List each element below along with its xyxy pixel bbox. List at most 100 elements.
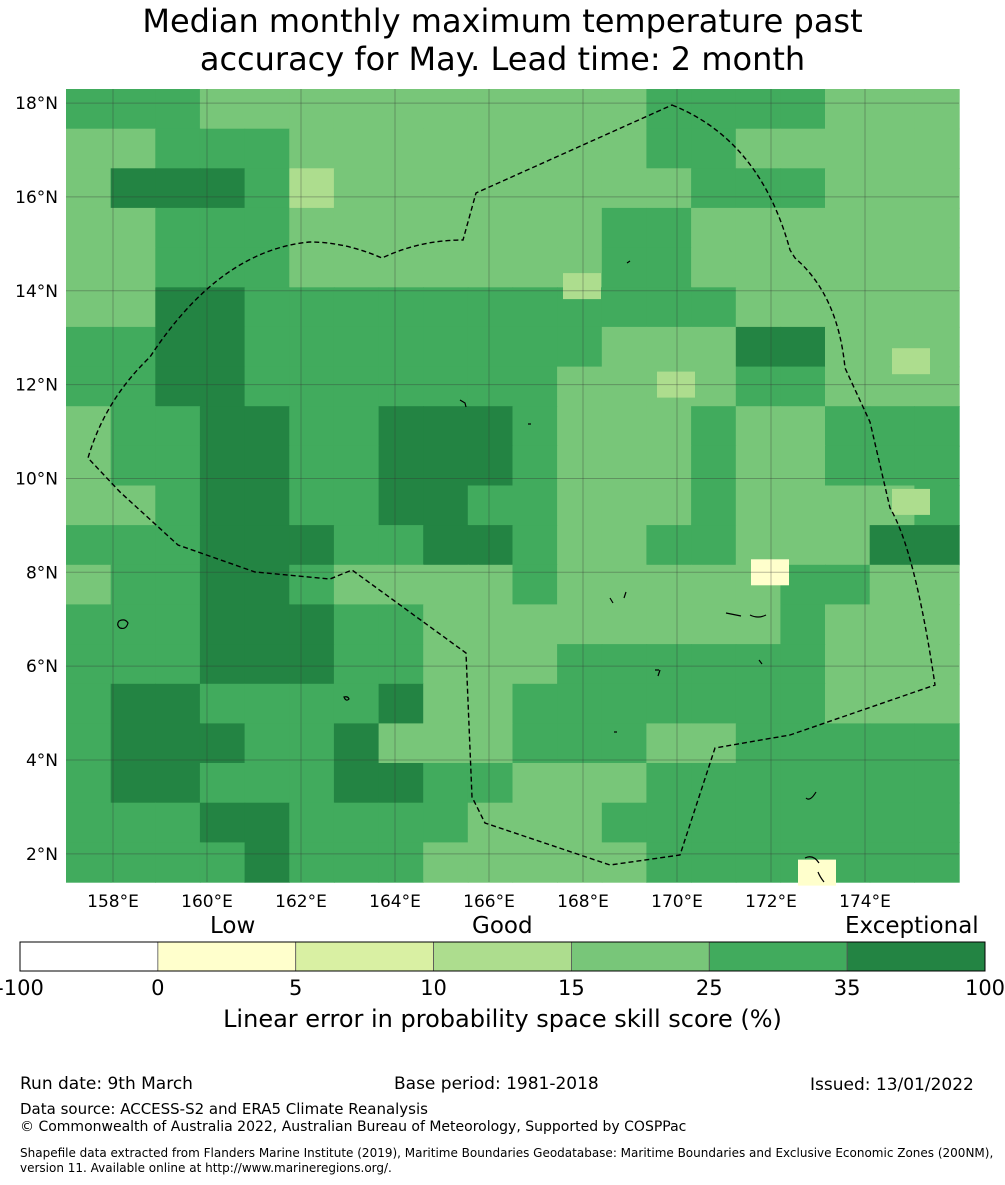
grid-cell xyxy=(378,683,424,725)
grid-cell xyxy=(467,128,514,169)
grid-cell xyxy=(155,802,201,843)
data-source: Data source: ACCESS-S2 and ERA5 Climate … xyxy=(20,1100,428,1118)
grid-cell-highlight xyxy=(751,559,789,586)
grid-cell xyxy=(155,842,201,883)
grid-cell xyxy=(646,247,692,288)
grid-cell xyxy=(333,287,380,328)
grid-cell xyxy=(244,287,290,328)
grid-cell xyxy=(825,128,871,169)
grid-cell xyxy=(914,168,960,209)
grid-cell xyxy=(646,485,692,526)
grid-cell xyxy=(601,485,648,526)
grid-cell xyxy=(423,406,469,447)
grid-cell xyxy=(378,644,424,685)
colorbar-tick-label: 10 xyxy=(420,976,447,1000)
latitude-tick-label: 2°N xyxy=(26,845,58,865)
grid-cell xyxy=(110,564,156,606)
grid-cell xyxy=(512,406,558,447)
grid-cell xyxy=(199,168,246,209)
grid-cell xyxy=(199,564,246,606)
grid-cell xyxy=(378,525,424,566)
colorbar-segment xyxy=(708,941,848,972)
grid-cell xyxy=(66,763,112,804)
grid-cell xyxy=(110,326,156,368)
grid-cell xyxy=(869,287,915,328)
grid-cell xyxy=(825,485,871,526)
grid-cell xyxy=(378,406,424,447)
grid-cell xyxy=(423,723,469,764)
grid-cell xyxy=(869,842,915,883)
grid-cell-highlight xyxy=(892,488,930,515)
grid-cell xyxy=(378,326,424,368)
grid-cell xyxy=(914,445,960,487)
grid-cell-highlight xyxy=(657,371,695,398)
grid-cell xyxy=(646,128,692,169)
grid-cell-highlight xyxy=(798,859,836,886)
grid-cell xyxy=(467,763,514,804)
grid-cell xyxy=(735,842,782,883)
longitude-tick-label: 174°E xyxy=(839,892,891,912)
grid-cell xyxy=(512,287,558,328)
grid-cell xyxy=(646,604,692,645)
grid-cell xyxy=(780,525,826,566)
grid-cell xyxy=(110,89,156,130)
grid-cell xyxy=(646,168,692,209)
grid-cell xyxy=(780,128,826,169)
grid-cell xyxy=(780,326,826,368)
grid-cell xyxy=(601,168,648,209)
grid-cell xyxy=(646,525,692,566)
grid-cell xyxy=(378,802,424,843)
grid-cell xyxy=(735,287,782,328)
grid-cell xyxy=(66,89,112,130)
copyright: © Commonwealth of Australia 2022, Austra… xyxy=(20,1119,687,1135)
grid-cell xyxy=(244,89,290,130)
grid-cell xyxy=(735,802,782,843)
grid-cell xyxy=(155,128,201,169)
grid-cell xyxy=(512,683,558,725)
grid-cell xyxy=(378,287,424,328)
grid-cell xyxy=(691,247,737,288)
colorbar-tick-label: 5 xyxy=(289,976,303,1000)
grid-cell xyxy=(378,128,424,169)
grid-cell xyxy=(199,842,246,883)
grid-cell xyxy=(601,802,648,843)
colorbar-label-good: Good xyxy=(472,913,533,939)
grid-cell xyxy=(289,406,335,447)
grid-cell xyxy=(557,644,603,685)
grid-cell xyxy=(646,207,692,249)
grid-cell xyxy=(155,207,201,249)
grid-cell xyxy=(825,604,871,645)
grid-cell xyxy=(825,644,871,685)
grid-cell xyxy=(110,763,156,804)
grid-cell xyxy=(869,723,915,764)
grid-cell xyxy=(333,683,380,725)
grid-cell xyxy=(244,763,290,804)
grid-cell xyxy=(333,366,380,407)
grid-cell xyxy=(289,89,335,130)
grid-cell xyxy=(333,644,380,685)
latitude-tick-label: 16°N xyxy=(15,188,58,208)
grid-cell xyxy=(155,326,201,368)
grid-cell xyxy=(601,564,648,606)
grid-cell xyxy=(869,763,915,804)
grid-cell xyxy=(155,247,201,288)
grid-cell xyxy=(155,89,201,130)
colorbar-title: Linear error in probability space skill … xyxy=(223,1005,782,1033)
grid-cell xyxy=(646,644,692,685)
grid-cell xyxy=(66,207,112,249)
colorbar-segment xyxy=(19,941,159,972)
grid-cell xyxy=(691,564,737,606)
grid-cell xyxy=(423,644,469,685)
grid-cell xyxy=(601,366,648,407)
grid-cell xyxy=(914,763,960,804)
grid-cell xyxy=(378,564,424,606)
grid-cell xyxy=(110,168,156,209)
colorbar-segment xyxy=(157,941,297,972)
grid-cell xyxy=(825,366,871,407)
grid-cell xyxy=(601,207,648,249)
grid-cell xyxy=(289,168,335,209)
grid-cell xyxy=(557,564,603,606)
grid-cell xyxy=(110,485,156,526)
grid-cell xyxy=(512,842,558,883)
grid-cell xyxy=(914,683,960,725)
